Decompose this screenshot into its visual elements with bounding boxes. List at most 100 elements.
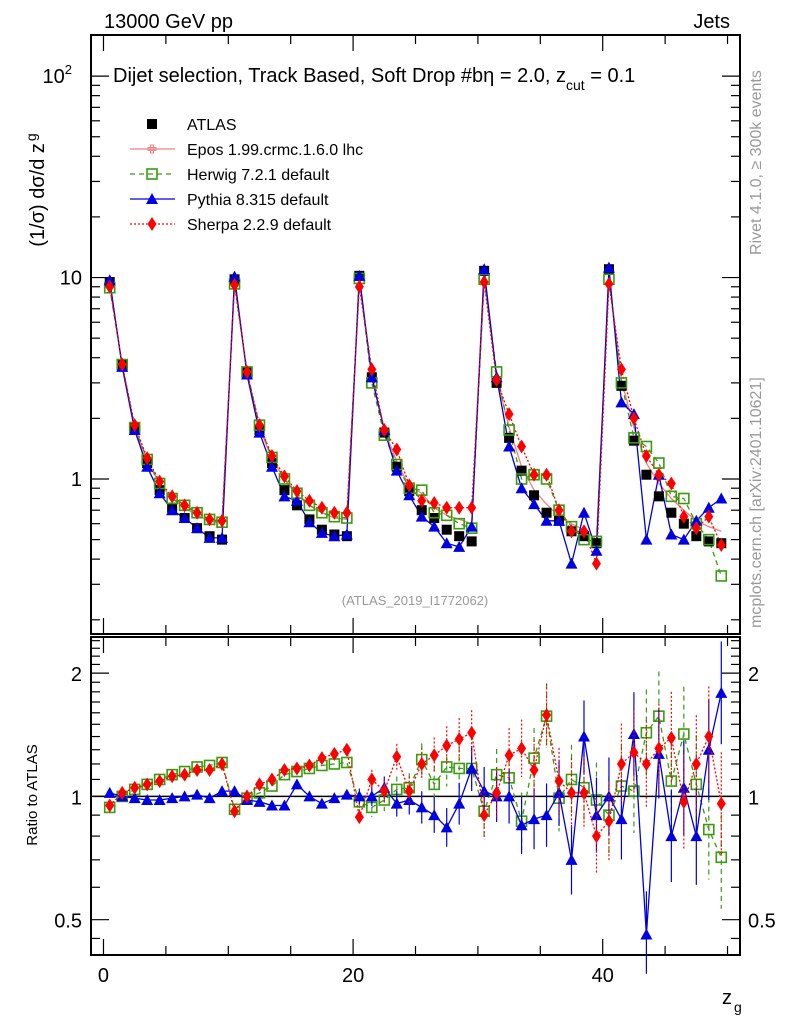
data-point-pythia: [340, 528, 353, 540]
ratio-point-herwig: [341, 756, 353, 769]
ratio-point-pythia: [153, 793, 166, 805]
ratio-y-tick-label-right: 2: [748, 664, 759, 686]
ratio-point-pythia: [627, 728, 640, 740]
data-point-pythia: [577, 506, 590, 518]
ratio-point-pythia: [278, 799, 291, 811]
data-point-sherpa: [317, 500, 327, 515]
ratio-point-sherpa: [354, 810, 364, 825]
legend-label: Epos 1.99.crmc.1.6.0 lhc: [187, 142, 363, 159]
data-point-pythia: [540, 514, 553, 526]
ratio-point-sherpa: [242, 789, 252, 804]
ratio-point-sherpa: [180, 767, 190, 782]
data-point-sherpa: [654, 467, 664, 482]
data-point-pythia: [515, 482, 528, 494]
data-point-sherpa: [404, 478, 414, 493]
ratio-point-pythia: [665, 830, 678, 842]
main-plot-area: 1 10 102: [43, 34, 741, 635]
data-point-sherpa: [529, 467, 539, 482]
ratio-point-sherpa: [192, 762, 202, 777]
ratio-point-sherpa: [254, 777, 264, 792]
legend: ATLAS Epos 1.99.crmc.1.6.0 lhc Herwig 7.2.…: [130, 117, 363, 234]
y-tick-label: 1: [71, 469, 82, 491]
ratio-point-pythia: [390, 797, 403, 809]
header-energy-label: 13000 GeV pp: [104, 11, 233, 33]
data-point-pythia: [528, 498, 541, 510]
data-point-pythia: [203, 531, 216, 543]
ratio-point-pythia: [503, 790, 516, 802]
data-point-pythia: [702, 501, 715, 513]
ratio-point-herwig: [428, 778, 441, 791]
data-point-sherpa: [716, 538, 726, 553]
ratio-point-herwig: [628, 785, 640, 797]
data-point-pythia: [278, 490, 291, 502]
legend-entry: Epos 1.99.crmc.1.6.0 lhc: [130, 142, 363, 159]
ratio-point-sherpa: [679, 794, 689, 809]
data-point-herwig: [628, 432, 640, 444]
ratio-point-pythia: [103, 786, 116, 798]
ratio-point-pythia: [515, 819, 528, 831]
data-point-pythia: [328, 530, 341, 542]
data-point-pythia: [665, 528, 678, 540]
ratio-point-pythia: [303, 790, 316, 802]
ratio-point-sherpa: [579, 785, 589, 800]
data-point-atlas: [454, 531, 465, 542]
ratio-point-pythia: [415, 801, 428, 813]
ratio-y-tick-label: 2: [71, 664, 82, 686]
data-point-pythia: [103, 274, 116, 286]
data-point-atlas: [691, 531, 702, 542]
x-tick-label: 0: [98, 965, 109, 987]
data-point-herwig: [503, 424, 515, 436]
ratio-point-sherpa: [429, 748, 439, 763]
data-point-sherpa: [392, 442, 402, 457]
ratio-point-sherpa: [130, 780, 140, 795]
x-tick-label: 20: [342, 965, 364, 987]
ratio-line-sherpa: [109, 714, 722, 838]
ratio-point-sherpa: [392, 749, 402, 764]
data-point-atlas: [541, 507, 552, 518]
series-line-herwig: [109, 278, 722, 577]
data-point-pythia: [315, 526, 328, 538]
ratio-point-pythia: [228, 785, 241, 797]
ratio-y-tick-label-right: 0.5: [748, 911, 776, 933]
data-point-herwig: [678, 492, 690, 505]
main-y-label-sub: g: [23, 133, 39, 141]
data-point-pythia: [178, 512, 191, 524]
data-point-sherpa: [417, 493, 427, 508]
ratio-point-pythia: [340, 788, 353, 800]
data-point-sherpa: [479, 275, 489, 290]
data-point-herwig: [702, 533, 715, 546]
data-point-sherpa: [504, 407, 514, 422]
ratio-point-pythia: [465, 762, 478, 774]
ratio-point-herwig: [440, 761, 453, 773]
ratio-point-sherpa: [105, 798, 115, 813]
data-point-sherpa: [442, 500, 452, 515]
title-tail: = 0.1: [585, 65, 636, 87]
ratio-point-pythia: [365, 790, 378, 802]
ratio-point-sherpa: [329, 746, 339, 761]
data-point-pythia: [440, 537, 453, 549]
data-point-sherpa: [704, 509, 714, 524]
data-point-pythia: [415, 510, 428, 522]
data-point-sherpa: [130, 418, 140, 433]
ratio-y-tick-label-right: 1: [748, 787, 759, 809]
ratio-point-sherpa: [142, 777, 152, 792]
data-point-sherpa: [641, 449, 651, 464]
data-point-pythia: [216, 531, 229, 543]
legend-marker: [146, 168, 158, 180]
legend-entry: Sherpa 2.2.9 default: [130, 217, 332, 234]
legend-entry: Herwig 7.2.1 default: [130, 167, 330, 184]
marker-part: [150, 144, 154, 154]
ratio-point-pythia: [640, 928, 653, 940]
svg-text:(1/σ) dσ/d zg: (1/σ) dσ/d z g: [23, 133, 49, 246]
ratio-point-sherpa: [654, 741, 664, 756]
ratio-y-axis-label: Ratio to ATLAS: [24, 744, 41, 845]
data-point-sherpa: [354, 279, 364, 294]
ratio-point-pythia: [540, 809, 553, 821]
data-point-pythia: [290, 494, 303, 506]
data-point-sherpa: [691, 521, 701, 536]
ratio-point-sherpa: [542, 708, 552, 723]
data-point-pythia: [403, 489, 416, 501]
ratio-point-pythia: [615, 813, 628, 825]
ratio-point-sherpa: [404, 784, 414, 799]
